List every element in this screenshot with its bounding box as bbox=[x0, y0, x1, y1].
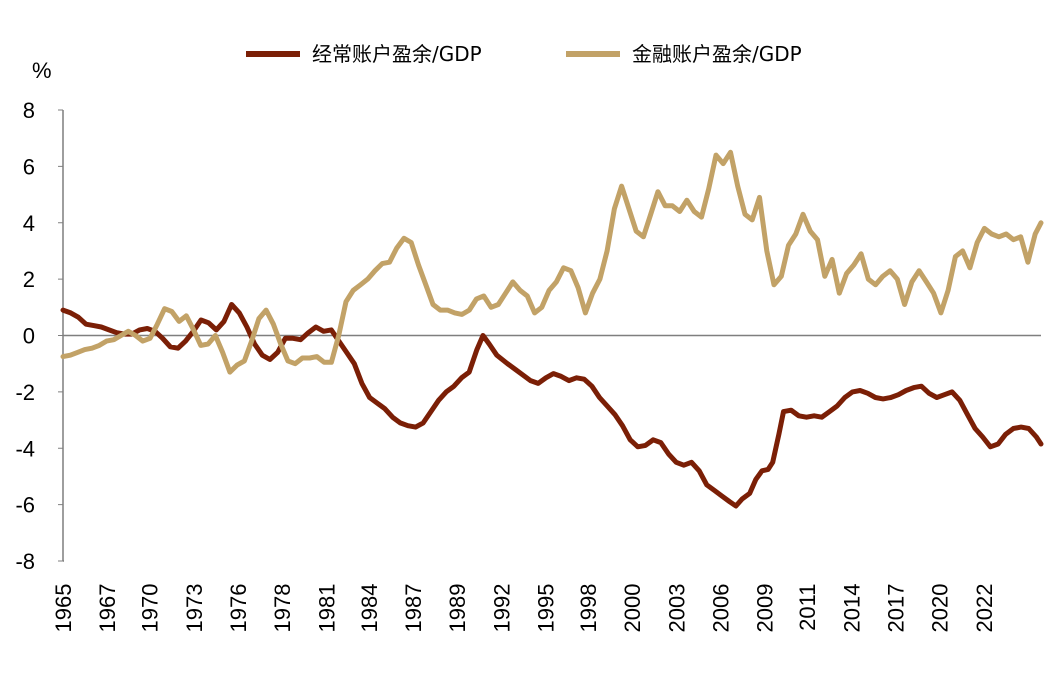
axes bbox=[62, 110, 1041, 562]
legend-label-financial-account: 金融账户盈余/GDP bbox=[632, 42, 802, 66]
x-tick-label: 1989 bbox=[445, 584, 470, 633]
x-tick-label: 1967 bbox=[95, 584, 120, 633]
x-tick-label: 1965 bbox=[51, 584, 76, 633]
x-tick-label: 2006 bbox=[708, 584, 733, 633]
y-tick-label: 6 bbox=[23, 154, 35, 179]
legend-label-current-account: 经常账户盈余/GDP bbox=[312, 42, 482, 66]
legend: 经常账户盈余/GDP 金融账户盈余/GDP bbox=[246, 42, 802, 66]
x-tick-label: 2014 bbox=[839, 584, 864, 633]
x-tick-label: 2009 bbox=[753, 584, 778, 633]
y-tick-label: 2 bbox=[23, 267, 35, 292]
x-tick-label: 1978 bbox=[270, 584, 295, 633]
y-tick-label: -6 bbox=[15, 493, 35, 518]
y-tick-label: 0 bbox=[23, 324, 35, 349]
x-tick-label: 2017 bbox=[883, 584, 908, 633]
y-axis-ticks: 8 6 4 2 0 -2 -4 -6 -8 bbox=[15, 98, 63, 574]
y-tick-label: 8 bbox=[23, 98, 35, 123]
x-tick-label: 1987 bbox=[401, 584, 426, 633]
series-layer bbox=[60, 149, 1044, 509]
y-tick-label: -4 bbox=[15, 436, 35, 461]
x-tick-label: 2020 bbox=[928, 584, 953, 633]
x-tick-label: 1970 bbox=[138, 584, 163, 633]
series-line-financial-account bbox=[60, 149, 1044, 375]
x-tick-label: 1984 bbox=[357, 584, 382, 633]
series-line-current-account bbox=[60, 302, 1044, 509]
x-tick-label: 1992 bbox=[489, 584, 514, 633]
x-tick-label: 1976 bbox=[226, 584, 251, 633]
x-tick-label: 1973 bbox=[182, 584, 207, 633]
x-tick-label: 2011 bbox=[795, 584, 820, 631]
x-tick-label: 1981 bbox=[314, 584, 339, 633]
y-tick-label: 4 bbox=[23, 211, 35, 236]
x-tick-label: 1995 bbox=[533, 584, 558, 633]
y-tick-label: -8 bbox=[15, 549, 35, 574]
y-tick-label: -2 bbox=[15, 380, 35, 405]
y-axis-unit-label: % bbox=[32, 58, 52, 83]
x-tick-label: 2003 bbox=[664, 584, 689, 633]
x-tick-label: 1998 bbox=[576, 584, 601, 633]
x-axis-ticks: 1965 1967 1970 1973 1976 1978 1981 1984 1987 1989… bbox=[51, 584, 997, 633]
x-tick-label: 2000 bbox=[620, 584, 645, 633]
x-tick-label: 2022 bbox=[972, 584, 997, 633]
